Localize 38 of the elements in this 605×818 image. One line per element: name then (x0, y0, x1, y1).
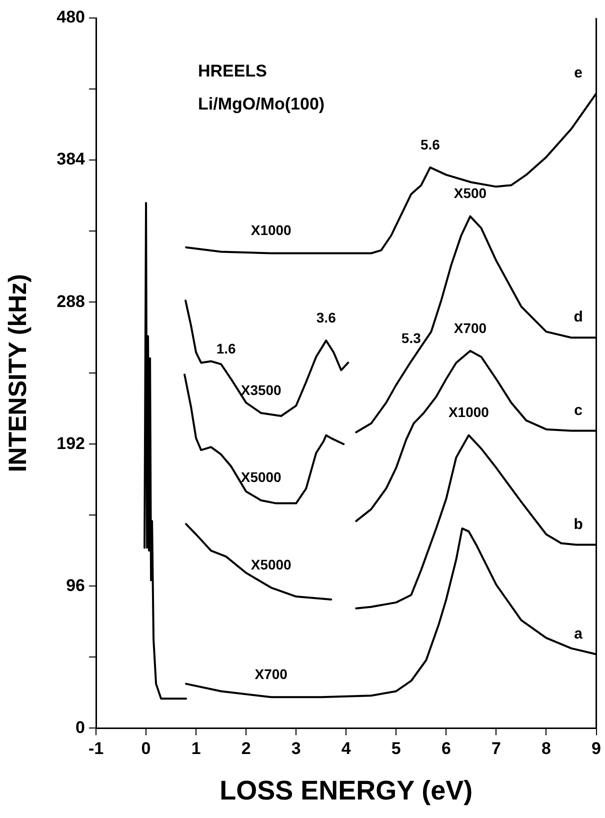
series-label: b (574, 516, 583, 533)
series-label: e (574, 64, 582, 82)
series-label: c (574, 402, 582, 419)
annotation: 5.3 (401, 330, 422, 346)
x-tick-label: 9 (592, 739, 602, 758)
x-tick-label: 4 (341, 739, 352, 758)
x-axis-title: LOSS ENERGY (eV) (220, 775, 473, 806)
y-tick-label: 96 (66, 576, 85, 595)
y-tick-label: 384 (56, 150, 86, 169)
annotation: X700 (454, 320, 487, 336)
x-tick-label: 7 (491, 739, 501, 758)
x-tick-label: 2 (241, 739, 251, 758)
series-label: a (574, 625, 584, 642)
x-tick-label: 6 (441, 739, 451, 758)
x-tick-label: 5 (391, 739, 401, 758)
x-tick-label: 0 (141, 739, 151, 758)
y-tick-label: 0 (76, 718, 85, 737)
annotation: 3.6 (316, 309, 336, 326)
annotation: X5000 (250, 556, 292, 572)
annotation: X5000 (240, 469, 282, 486)
annotation: X700 (254, 666, 288, 682)
annotation: HREELS (198, 62, 267, 81)
y-tick-label: 192 (56, 434, 85, 453)
x-tick-label: 3 (291, 739, 301, 758)
y-axis-title: INTENSITY (kHz) (4, 274, 32, 472)
y-tick-label: 288 (56, 292, 85, 311)
annotation: Li/MgO/Mo(100) (198, 94, 325, 114)
x-tick-label: -1 (88, 739, 104, 758)
annotation: X500 (454, 185, 487, 202)
annotation: X1000 (448, 404, 490, 420)
series-label: d (574, 308, 583, 326)
x-tick-label: 1 (191, 739, 201, 758)
annotation: 5.6 (420, 136, 440, 152)
annotation: 1.6 (216, 340, 236, 356)
y-tick-label: 480 (56, 8, 85, 27)
annotation: X3500 (240, 382, 282, 398)
x-tick-label: 8 (542, 739, 551, 758)
annotation: X1000 (250, 222, 292, 238)
